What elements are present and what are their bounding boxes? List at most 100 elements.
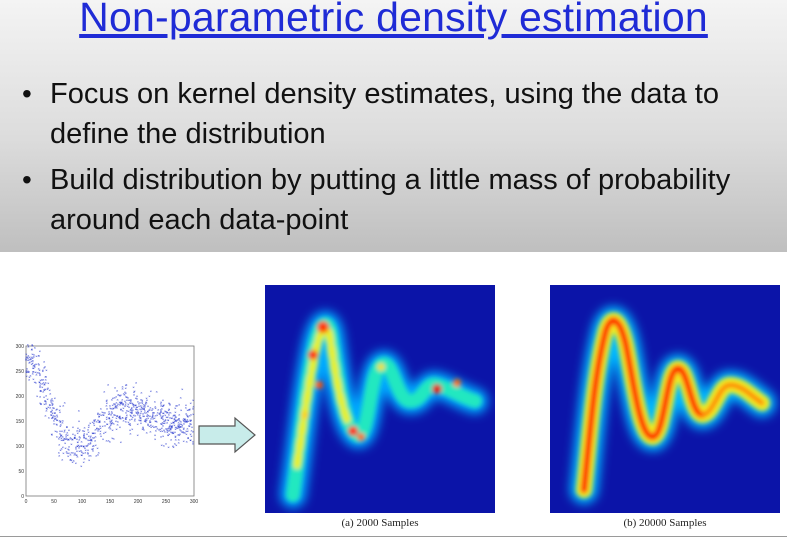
scatter-point: ×	[28, 369, 31, 374]
scatter-point: ×	[50, 409, 53, 414]
scatter-point: ×	[30, 347, 33, 352]
scatter-point: ×	[96, 426, 99, 431]
scatter-point: ×	[102, 437, 105, 442]
scatter-point: ×	[116, 413, 119, 418]
scatter-point: ×	[33, 354, 36, 359]
scatter-point: ×	[134, 413, 137, 418]
scatter-point: ×	[122, 408, 125, 413]
scatter-point: ×	[150, 423, 153, 428]
scatter-point: ×	[180, 419, 183, 424]
scatter-point: ×	[155, 389, 158, 394]
scatter-point: ×	[43, 359, 46, 364]
scatter-point: ×	[56, 407, 59, 412]
scatter-point: ×	[44, 413, 47, 418]
scatter-point: ×	[133, 402, 136, 407]
scatter-point: ×	[145, 410, 148, 415]
scatter-point: ×	[177, 417, 180, 422]
scatter-point: ×	[84, 450, 87, 455]
scatter-point: ×	[84, 436, 87, 441]
scatter-point: ×	[177, 432, 180, 437]
scatter-point: ×	[32, 358, 35, 363]
scatter-point: ×	[33, 352, 36, 357]
scatter-point: ×	[185, 405, 188, 410]
scatter-point: ×	[114, 412, 117, 417]
scatter-point: ×	[92, 431, 95, 436]
scatter-point: ×	[58, 442, 61, 447]
scatter-point: ×	[66, 424, 69, 429]
scatter-point: ×	[37, 353, 40, 358]
scatter-point: ×	[190, 421, 193, 426]
scatter-point: ×	[74, 451, 77, 456]
scatter-point: ×	[79, 427, 82, 432]
scatter-point: ×	[80, 443, 83, 448]
scatter-point: ×	[135, 396, 138, 401]
scatter-point: ×	[62, 418, 65, 423]
scatter-point: ×	[98, 412, 101, 417]
scatter-point: ×	[129, 431, 132, 436]
scatter-point: ×	[98, 419, 101, 424]
scatter-point: ×	[105, 403, 108, 408]
scatter-point: ×	[168, 431, 171, 436]
scatter-point: ×	[50, 432, 53, 437]
scatter-x-ticks: 0 50 100 150 200 250 300	[25, 499, 198, 505]
slide-title: Non-parametric density estimation	[79, 0, 708, 40]
scatter-point: ×	[174, 424, 177, 429]
scatter-point: ×	[125, 419, 128, 424]
scatter-point: ×	[60, 437, 63, 442]
scatter-point: ×	[106, 414, 109, 419]
scatter-point: ×	[117, 392, 120, 397]
scatter-point: ×	[165, 426, 168, 431]
scatter-point: ×	[27, 357, 30, 362]
scatter-point: ×	[135, 410, 138, 415]
scatter-point: ×	[89, 435, 92, 440]
scatter-point: ×	[78, 445, 81, 450]
scatter-point: ×	[147, 409, 150, 414]
scatter-point: ×	[86, 444, 89, 449]
bullet-dot: •	[22, 164, 32, 195]
scatter-point: ×	[83, 428, 86, 433]
scatter-point: ×	[160, 421, 163, 426]
scatter-point: ×	[129, 412, 132, 417]
scatter-point: ×	[176, 403, 179, 408]
scatter-point: ×	[99, 419, 102, 424]
scatter-point: ×	[133, 392, 136, 397]
scatter-point: ×	[162, 402, 165, 407]
scatter-point: ×	[99, 428, 102, 433]
scatter-point: ×	[151, 407, 154, 412]
scatter-point: ×	[115, 416, 118, 421]
scatter-point: ×	[118, 392, 121, 397]
scatter-point: ×	[32, 365, 35, 370]
scatter-point: ×	[42, 369, 45, 374]
scatter-point: ×	[64, 440, 67, 445]
scatter-point: ×	[78, 419, 81, 424]
scatter-point: ×	[53, 418, 56, 423]
scatter-point: ×	[178, 416, 181, 421]
scatter-point: ×	[160, 443, 163, 448]
scatter-point: ×	[90, 453, 93, 458]
scatter-point: ×	[139, 414, 142, 419]
scatter-point: ×	[119, 402, 122, 407]
scatter-point: ×	[92, 448, 95, 453]
scatter-point: ×	[99, 425, 102, 430]
scatter-point: ×	[83, 425, 86, 430]
scatter-point: ×	[31, 342, 34, 347]
scatter-point: ×	[149, 420, 152, 425]
scatter-point: ×	[45, 399, 48, 404]
scatter-point: ×	[173, 419, 176, 424]
scatter-point: ×	[70, 436, 73, 441]
scatter-point: ×	[173, 416, 176, 421]
scatter-point: ×	[119, 416, 122, 421]
scatter-point: ×	[170, 420, 173, 425]
scatter-point: ×	[162, 434, 165, 439]
scatter-point: ×	[160, 407, 163, 412]
scatter-point: ×	[69, 452, 72, 457]
scatter-point: ×	[144, 408, 147, 413]
scatter-point: ×	[168, 410, 171, 415]
scatter-point: ×	[68, 427, 71, 432]
scatter-point: ×	[97, 426, 100, 431]
scatter-point: ×	[78, 448, 81, 453]
scatter-point: ×	[50, 399, 53, 404]
scatter-point: ×	[33, 363, 36, 368]
scatter-point: ×	[86, 431, 89, 436]
scatter-point: ×	[25, 351, 28, 356]
